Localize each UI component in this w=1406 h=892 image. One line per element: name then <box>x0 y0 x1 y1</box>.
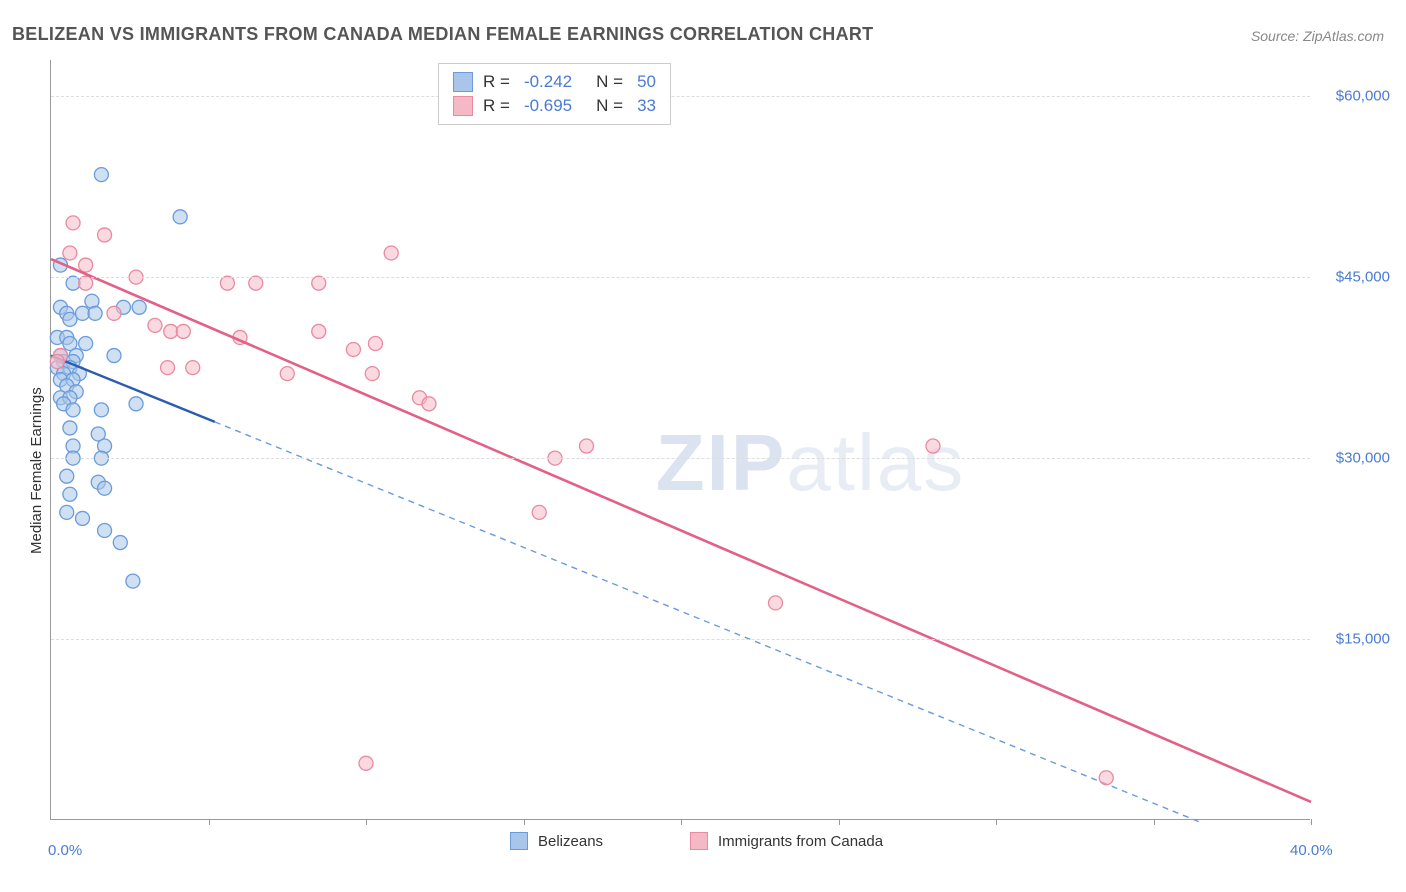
r-value: -0.695 <box>524 96 572 116</box>
scatter-point <box>280 367 294 381</box>
legend-swatch <box>690 832 708 850</box>
scatter-point <box>346 343 360 357</box>
scatter-point <box>88 306 102 320</box>
scatter-point <box>107 349 121 363</box>
y-tick-label: $15,000 <box>1320 631 1390 648</box>
scatter-point <box>368 336 382 350</box>
n-value: 33 <box>637 96 656 116</box>
scatter-point <box>164 324 178 338</box>
gridline <box>51 96 1310 97</box>
scatter-point <box>50 355 64 369</box>
scatter-point <box>161 361 175 375</box>
stats-row: R = -0.242 N = 50 <box>453 70 656 94</box>
scatter-point <box>186 361 200 375</box>
gridline <box>51 277 1310 278</box>
scatter-point <box>580 439 594 453</box>
scatter-point <box>107 306 121 320</box>
scatter-point <box>60 505 74 519</box>
scatter-point <box>98 523 112 537</box>
legend-swatch <box>453 96 473 116</box>
scatter-point <box>926 439 940 453</box>
scatter-point <box>312 324 326 338</box>
scatter-point <box>173 210 187 224</box>
scatter-point <box>148 318 162 332</box>
gridline <box>51 458 1310 459</box>
n-label: N = <box>596 72 623 92</box>
legend-swatch <box>510 832 528 850</box>
scatter-point <box>63 421 77 435</box>
scatter-point <box>79 258 93 272</box>
legend-item: Immigrants from Canada <box>690 832 883 850</box>
scatter-point <box>63 312 77 326</box>
r-value: -0.242 <box>524 72 572 92</box>
x-tick <box>209 819 210 825</box>
scatter-point <box>66 403 80 417</box>
scatter-point <box>66 276 80 290</box>
y-tick-label: $45,000 <box>1320 269 1390 286</box>
scatter-point <box>220 276 234 290</box>
x-tick <box>1154 819 1155 825</box>
scatter-point <box>532 505 546 519</box>
plot-area: ZIPatlas $15,000$30,000$45,000$60,000 <box>50 60 1310 820</box>
n-label: N = <box>596 96 623 116</box>
scatter-point <box>66 216 80 230</box>
scatter-point <box>76 306 90 320</box>
plot-svg <box>51 60 1311 820</box>
legend-label: Immigrants from Canada <box>718 833 883 850</box>
scatter-point <box>63 487 77 501</box>
scatter-point <box>1099 771 1113 785</box>
y-tick-label: $30,000 <box>1320 450 1390 467</box>
legend-item: Belizeans <box>510 832 603 850</box>
scatter-point <box>126 574 140 588</box>
scatter-point <box>129 397 143 411</box>
x-tick <box>1311 819 1312 825</box>
scatter-point <box>359 756 373 770</box>
x-tick <box>524 819 525 825</box>
source-label: Source: ZipAtlas.com <box>1251 28 1384 44</box>
scatter-point <box>365 367 379 381</box>
gridline <box>51 639 1310 640</box>
scatter-point <box>249 276 263 290</box>
scatter-point <box>113 536 127 550</box>
scatter-point <box>769 596 783 610</box>
scatter-point <box>98 228 112 242</box>
scatter-point <box>94 168 108 182</box>
scatter-point <box>79 276 93 290</box>
r-label: R = <box>483 96 510 116</box>
x-axis-min-label: 0.0% <box>48 842 82 859</box>
legend-label: Belizeans <box>538 833 603 850</box>
scatter-point <box>132 300 146 314</box>
scatter-point <box>94 403 108 417</box>
x-tick <box>366 819 367 825</box>
n-value: 50 <box>637 72 656 92</box>
chart-container: BELIZEAN VS IMMIGRANTS FROM CANADA MEDIA… <box>0 0 1406 892</box>
y-tick-label: $60,000 <box>1320 88 1390 105</box>
correlation-stats-box: R = -0.242 N = 50 R = -0.695 N = 33 <box>438 63 671 125</box>
stats-row: R = -0.695 N = 33 <box>453 94 656 118</box>
trend-line <box>51 259 1311 802</box>
chart-title: BELIZEAN VS IMMIGRANTS FROM CANADA MEDIA… <box>12 24 873 45</box>
scatter-point <box>384 246 398 260</box>
legend-swatch <box>453 72 473 92</box>
x-tick <box>681 819 682 825</box>
scatter-point <box>79 336 93 350</box>
x-tick <box>996 819 997 825</box>
scatter-point <box>422 397 436 411</box>
x-axis-max-label: 40.0% <box>1290 842 1333 859</box>
scatter-point <box>60 469 74 483</box>
scatter-point <box>312 276 326 290</box>
y-axis-title: Median Female Earnings <box>28 387 45 554</box>
scatter-point <box>63 246 77 260</box>
x-tick <box>839 819 840 825</box>
scatter-point <box>98 481 112 495</box>
scatter-point <box>176 324 190 338</box>
r-label: R = <box>483 72 510 92</box>
scatter-point <box>76 511 90 525</box>
